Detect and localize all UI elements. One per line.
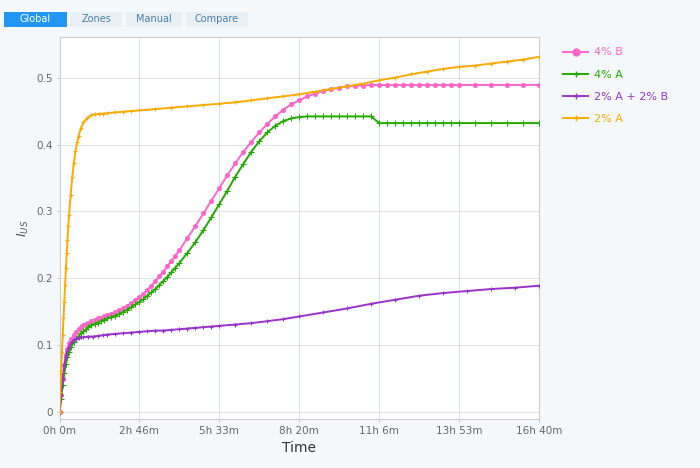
Text: Compare: Compare <box>195 15 239 24</box>
Legend: 4% B, 4% A, 2% A + 2% B, 2% A: 4% B, 4% A, 2% A + 2% B, 2% A <box>559 43 673 129</box>
X-axis label: Time: Time <box>282 441 316 455</box>
Text: Global: Global <box>20 15 50 24</box>
Text: Zones: Zones <box>81 15 111 24</box>
Y-axis label: $I_{US}$: $I_{US}$ <box>15 219 31 237</box>
Text: Manual: Manual <box>136 15 172 24</box>
